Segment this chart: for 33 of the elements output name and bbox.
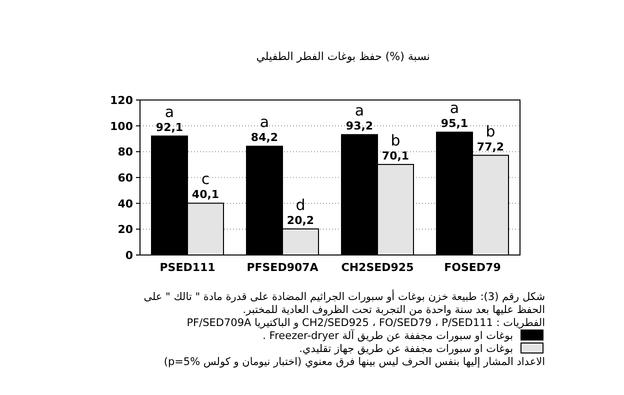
- annotation: d: [296, 196, 306, 214]
- y-tick-label: 80: [118, 146, 134, 159]
- annotation: a: [164, 103, 174, 122]
- data-label: 77,2: [476, 140, 504, 154]
- data-label: 92,1: [156, 121, 184, 134]
- data-label: 20,2: [286, 214, 314, 227]
- x-tick-label: FOSED79: [444, 261, 501, 274]
- text: الاعداد المشار إليها بنفس الحرف ليس بينها فرق معنوي (اختبار نيومان و كولس p=5%): [164, 356, 545, 368]
- data-label: 84,2: [250, 131, 278, 144]
- x-tick-label: CH2SED925: [341, 261, 414, 274]
- text: الفطريات : CH2/SED925 ، FO/SED79 ، P/SED111 و الباكتيريا PF/SED709A: [186, 317, 545, 329]
- y-tick-label: 40: [118, 197, 134, 210]
- legend-label: بوغات او سبورات مجففة عن طريق جهاز تقليدي.: [299, 343, 513, 355]
- y-tick-label: 60: [118, 172, 134, 184]
- legend-label: بوغات او سبورات مجففة عن طريق آلة Freezer-dryer .: [262, 329, 513, 342]
- y-tick-label: 100: [110, 120, 134, 133]
- x-tick-label: PFSED907A: [246, 261, 319, 274]
- data-label: 95,1: [440, 117, 468, 130]
- y-axis-title: نسبة (%) حفظ بوغات الفطر الطفيلي: [256, 50, 430, 63]
- x-tick-label: PSED111: [160, 261, 216, 274]
- data-label: 93,2: [346, 120, 374, 133]
- y-tick-label: 0: [125, 249, 134, 262]
- annotation: a: [354, 102, 364, 120]
- annotation: a: [450, 99, 460, 118]
- data-label: 70,1: [382, 149, 410, 162]
- y-tick-label: 120: [110, 94, 134, 107]
- annotation: a: [260, 113, 270, 132]
- y-tick-label: 20: [118, 223, 134, 236]
- annotation: c: [201, 170, 210, 188]
- annotation: b: [486, 122, 496, 140]
- text: شكل رقم (3): طبيعة خزن بوغات أو سبورات الجراثيم المضادة على قدرة مادة " تالك " على الحفظ عليها بعد سنة واحدة من التجربة تحت الظروف العادية للمختبر.: [144, 289, 545, 316]
- annotation: b: [390, 131, 400, 150]
- data-label: 40,1: [192, 188, 220, 202]
